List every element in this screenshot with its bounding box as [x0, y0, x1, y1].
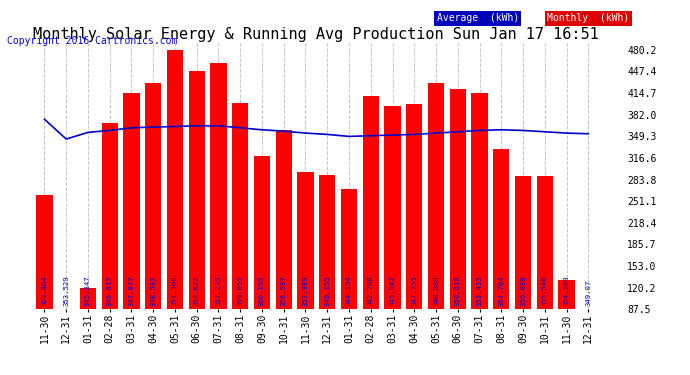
Text: 342.788: 342.788 — [368, 276, 374, 306]
Text: 363.464: 363.464 — [41, 276, 48, 306]
Bar — [362, 96, 379, 309]
Bar — [515, 176, 531, 309]
Text: 359.055: 359.055 — [237, 276, 244, 306]
Text: 345.617: 345.617 — [107, 276, 112, 306]
Text: 344.194: 344.194 — [346, 276, 352, 306]
Bar — [558, 280, 575, 309]
Text: 353.622: 353.622 — [194, 276, 199, 306]
Text: 347.755: 347.755 — [411, 276, 417, 306]
Bar — [254, 156, 270, 309]
Text: Copyright 2016 Cartronics.com: Copyright 2016 Cartronics.com — [7, 36, 177, 46]
Text: 345.347: 345.347 — [85, 276, 91, 306]
Text: 349.155: 349.155 — [324, 276, 331, 306]
Bar — [384, 106, 401, 309]
Text: 357.235: 357.235 — [215, 276, 221, 306]
Bar — [275, 130, 292, 309]
Bar — [493, 149, 509, 309]
Text: 354.109: 354.109 — [564, 276, 569, 306]
Text: 354.704: 354.704 — [498, 276, 504, 306]
Bar — [471, 93, 488, 309]
Bar — [101, 123, 118, 309]
Bar — [145, 83, 161, 309]
Text: 348.889: 348.889 — [433, 276, 439, 306]
Bar — [167, 50, 183, 309]
Text: 353.435: 353.435 — [477, 276, 482, 306]
Text: 355.546: 355.546 — [542, 276, 548, 306]
Text: 348.593: 348.593 — [150, 276, 156, 306]
Text: 345.942: 345.942 — [389, 276, 395, 306]
Text: Monthly  (kWh): Monthly (kWh) — [547, 13, 629, 23]
Text: 353.989: 353.989 — [302, 276, 308, 306]
Bar — [210, 63, 226, 309]
Title: Monthly Solar Energy & Running Avg Production Sun Jan 17 16:51: Monthly Solar Energy & Running Avg Produ… — [34, 27, 599, 42]
Text: 349.07: 349.07 — [585, 280, 591, 306]
Text: 360.155: 360.155 — [259, 276, 265, 306]
Text: 347.077: 347.077 — [128, 276, 135, 306]
Bar — [537, 176, 553, 309]
Bar — [341, 189, 357, 309]
Text: Average  (kWh): Average (kWh) — [437, 13, 519, 23]
Bar — [297, 172, 314, 309]
Bar — [37, 195, 52, 309]
Bar — [428, 83, 444, 309]
Bar — [406, 104, 422, 309]
Bar — [232, 103, 248, 309]
Text: 353.529: 353.529 — [63, 276, 69, 306]
Bar — [450, 89, 466, 309]
Bar — [124, 93, 139, 309]
Bar — [80, 288, 96, 309]
Bar — [319, 175, 335, 309]
Text: 350.619: 350.619 — [455, 276, 461, 306]
Bar — [188, 71, 205, 309]
Text: 358.587: 358.587 — [281, 276, 287, 306]
Text: 356.088: 356.088 — [520, 276, 526, 306]
Text: 351.308: 351.308 — [172, 276, 178, 306]
